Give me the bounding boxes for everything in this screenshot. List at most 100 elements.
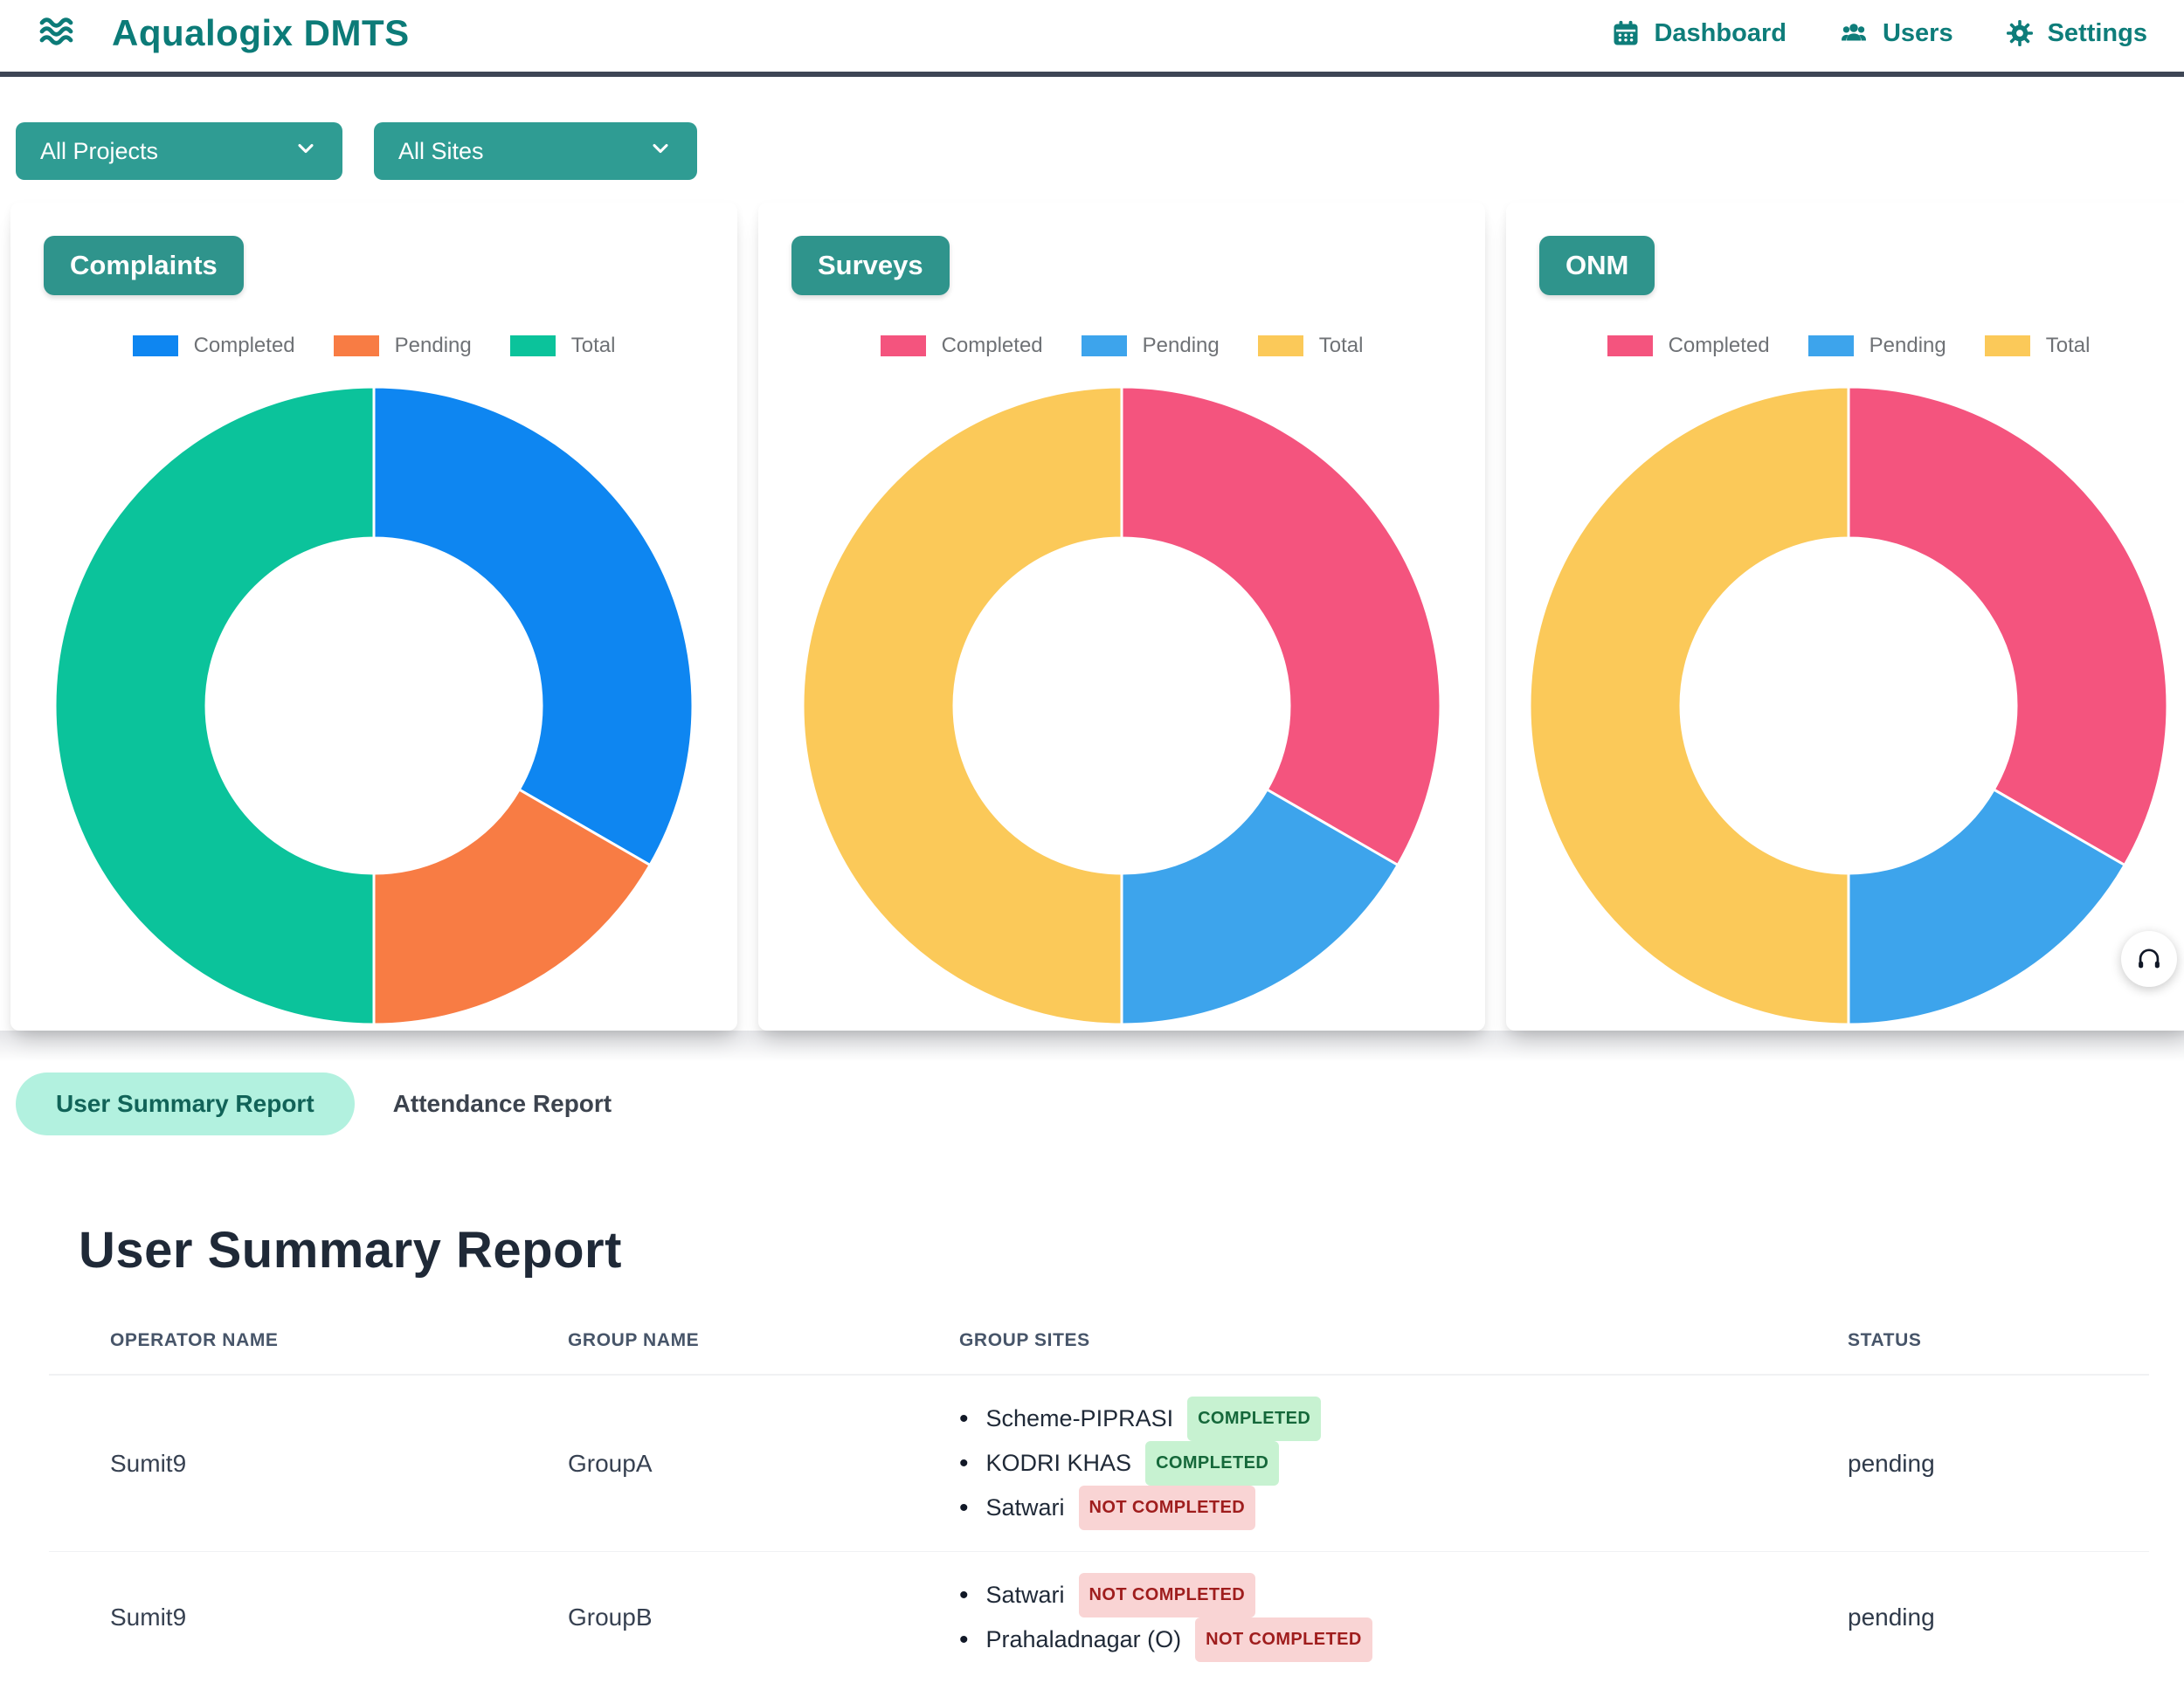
legend-swatch: [1807, 335, 1854, 356]
legend-label: Total: [2045, 334, 2091, 357]
status-cell: pending: [1848, 1449, 1935, 1477]
site-item: • Satwari NOT COMPLETED: [959, 1486, 1848, 1530]
legend-item[interactable]: Pending: [333, 334, 472, 358]
all-sites-dropdown[interactable]: All Sites: [374, 122, 697, 180]
site-item: • Scheme-PIPRASI COMPLETED: [959, 1397, 1848, 1441]
legend-label: Completed: [1668, 334, 1770, 357]
legend-label: Completed: [193, 334, 295, 357]
site-status-badge: NOT COMPLETED: [1078, 1486, 1256, 1530]
donut-segment: [53, 385, 376, 1026]
chart-title-chip: ONM: [1539, 236, 1655, 295]
legend-swatch: [1257, 335, 1303, 356]
legend-swatch: [1984, 335, 2030, 356]
legend-swatch: [1607, 335, 1653, 356]
chart-legend: Completed Pending Total: [1506, 334, 2184, 358]
legend-item[interactable]: Total: [509, 334, 616, 358]
status-cell: pending: [1848, 1604, 1935, 1631]
all-projects-value: All Projects: [40, 137, 159, 164]
table-row: Sumit9 GroupB • Satwari NOT COMPLETED • Prah…: [49, 1552, 2149, 1683]
nav-item-settings[interactable]: Settings: [2004, 17, 2147, 49]
tab-attendance-report[interactable]: Attendance Report: [392, 1090, 612, 1117]
legend-label: Completed: [941, 334, 1043, 357]
nav-item-label: Settings: [2047, 18, 2147, 47]
chart-title-chip: Surveys: [791, 236, 950, 295]
legend-swatch: [1081, 335, 1127, 356]
users-icon: [1837, 17, 1870, 50]
chart-legend: Completed Pending Total: [10, 334, 737, 358]
report-title: User Summary Report: [79, 1222, 622, 1279]
table-body: Sumit9 GroupA • Scheme-PIPRASI COMPLETED • K…: [49, 1376, 2149, 1683]
all-sites-value: All Sites: [398, 137, 484, 164]
filters-bar: All Projects All Sites: [16, 122, 697, 180]
group-name-cell: GroupB: [568, 1604, 653, 1631]
legend-item[interactable]: Pending: [1807, 334, 1946, 358]
legend-label: Total: [1318, 334, 1364, 357]
user-summary-report-section: User Summary Report OPERATOR NAME GROUP …: [49, 1221, 2149, 1683]
group-sites-cell: • Scheme-PIPRASI COMPLETED • KODRI KHAS COMPL…: [959, 1397, 1848, 1530]
column-status: STATUS: [1848, 1330, 1922, 1350]
legend-label: Total: [570, 334, 616, 357]
chart-title-chip: Complaints: [44, 236, 244, 295]
legend-item[interactable]: Total: [1257, 334, 1364, 358]
group-name-cell: GroupA: [568, 1449, 653, 1477]
site-name: Satwari: [985, 1494, 1065, 1521]
column-group-sites: GROUP SITES: [959, 1330, 1090, 1350]
legend-swatch: [132, 335, 178, 356]
operator-name-cell: Sumit9: [110, 1604, 187, 1631]
chart-card: ONM Completed Pending Total: [1506, 203, 2184, 1031]
donut-segment: [372, 385, 695, 866]
nav-item-label: Dashboard: [1654, 18, 1787, 47]
chart-cards-row: Complaints Completed Pending Total Surveys…: [10, 203, 2184, 1031]
site-status-badge: COMPLETED: [1187, 1397, 1322, 1441]
cards-shadow: [0, 1031, 2184, 1062]
site-item: • Prahaladnagar (O) NOT COMPLETED: [959, 1617, 1848, 1662]
donut-segment: [1847, 788, 2126, 1026]
tab-user-summary-report[interactable]: User Summary Report: [16, 1073, 355, 1135]
site-name: Prahaladnagar (O): [985, 1626, 1182, 1652]
donut-segment: [801, 385, 1123, 1026]
bullet: •: [959, 1404, 969, 1433]
operator-name-cell: Sumit9: [110, 1449, 187, 1477]
brand: Aqualogix DMTS: [37, 10, 410, 57]
legend-label: Pending: [1869, 334, 1946, 357]
nav-item-users[interactable]: Users: [1837, 17, 1953, 50]
site-name: Scheme-PIPRASI: [985, 1405, 1174, 1431]
navbar: Aqualogix DMTS Dashboard: [0, 0, 2184, 77]
support-fab-button[interactable]: [2121, 931, 2177, 987]
legend-item[interactable]: Completed: [1607, 334, 1770, 358]
legend-item[interactable]: Total: [1984, 334, 2091, 358]
donut-chart: [1528, 385, 2169, 1026]
legend-item[interactable]: Pending: [1081, 334, 1220, 358]
site-status-badge: NOT COMPLETED: [1078, 1573, 1256, 1617]
site-item: • Satwari NOT COMPLETED: [959, 1573, 1848, 1617]
legend-swatch: [333, 335, 379, 356]
waves-logo-icon[interactable]: [37, 10, 79, 57]
legend-swatch: [509, 335, 556, 356]
column-operator-name: OPERATOR NAME: [110, 1330, 279, 1350]
site-status-badge: NOT COMPLETED: [1195, 1617, 1372, 1662]
nav-item-dashboard[interactable]: Dashboard: [1610, 17, 1787, 49]
chart-legend: Completed Pending Total: [758, 334, 1485, 358]
donut-chart: [53, 385, 695, 1026]
legend-label: Pending: [394, 334, 472, 357]
site-name: KODRI KHAS: [985, 1450, 1132, 1476]
legend-label: Pending: [1142, 334, 1220, 357]
gear-icon: [2004, 17, 2035, 49]
site-status-badge: COMPLETED: [1145, 1441, 1280, 1486]
site-item: • KODRI KHAS COMPLETED: [959, 1441, 1848, 1486]
report-tabs: User Summary Report Attendance Report: [16, 1073, 620, 1135]
all-projects-dropdown[interactable]: All Projects: [16, 122, 342, 180]
donut-chart: [801, 385, 1442, 1026]
chart-card: Surveys Completed Pending Total: [758, 203, 1485, 1031]
legend-item[interactable]: Completed: [880, 334, 1043, 358]
table-row: Sumit9 GroupA • Scheme-PIPRASI COMPLETED • K…: [49, 1376, 2149, 1552]
chart-card: Complaints Completed Pending Total: [10, 203, 737, 1031]
legend-item[interactable]: Completed: [132, 334, 295, 358]
bullet: •: [959, 1493, 969, 1522]
nav-menu: Dashboard Users: [1610, 17, 2147, 50]
table-header-row: OPERATOR NAME GROUP NAME GROUP SITES STA…: [49, 1330, 2149, 1376]
donut-segment: [1528, 385, 1850, 1026]
bullet: •: [959, 1449, 969, 1478]
site-name: Satwari: [985, 1582, 1065, 1608]
group-sites-cell: • Satwari NOT COMPLETED • Prahaladnagar (O) N…: [959, 1573, 1848, 1662]
